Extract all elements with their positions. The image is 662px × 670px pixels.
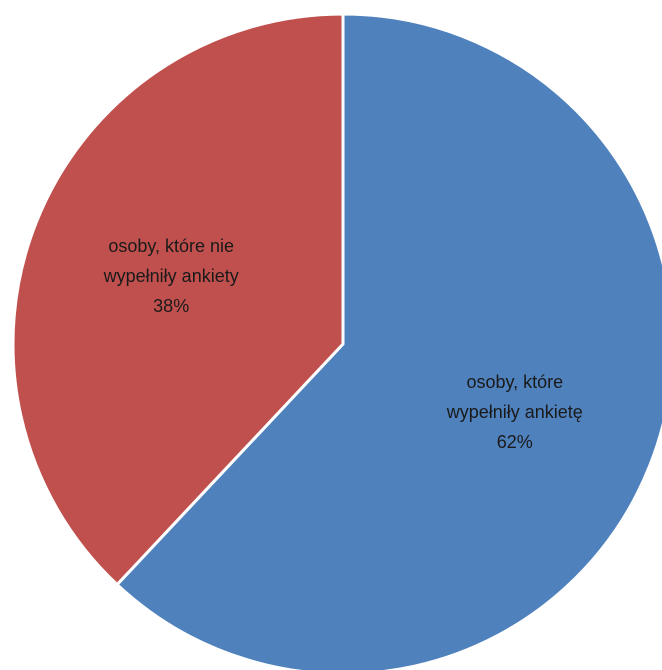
pie-label-percent: 38% — [153, 296, 189, 316]
pie-label-line: wypełniły ankietę — [446, 402, 583, 422]
pie-slice-1 — [11, 12, 345, 587]
pie-label-line: wypełniły ankiety — [103, 266, 239, 286]
pie-label-line: osoby, które — [466, 372, 563, 392]
pie-label-1: osoby, które nie wypełniły ankiety 38% — [103, 236, 239, 316]
pie-label-line: osoby, które nie — [108, 236, 234, 256]
pie-label-0: osoby, które wypełniły ankietę 62% — [446, 372, 583, 452]
pie-data-labels: osoby, które wypełniły ankietę 62%osoby, k… — [103, 236, 583, 452]
pie-slices — [11, 12, 662, 670]
pie-label-percent: 62% — [497, 432, 533, 452]
pie-slice-0 — [115, 12, 662, 670]
